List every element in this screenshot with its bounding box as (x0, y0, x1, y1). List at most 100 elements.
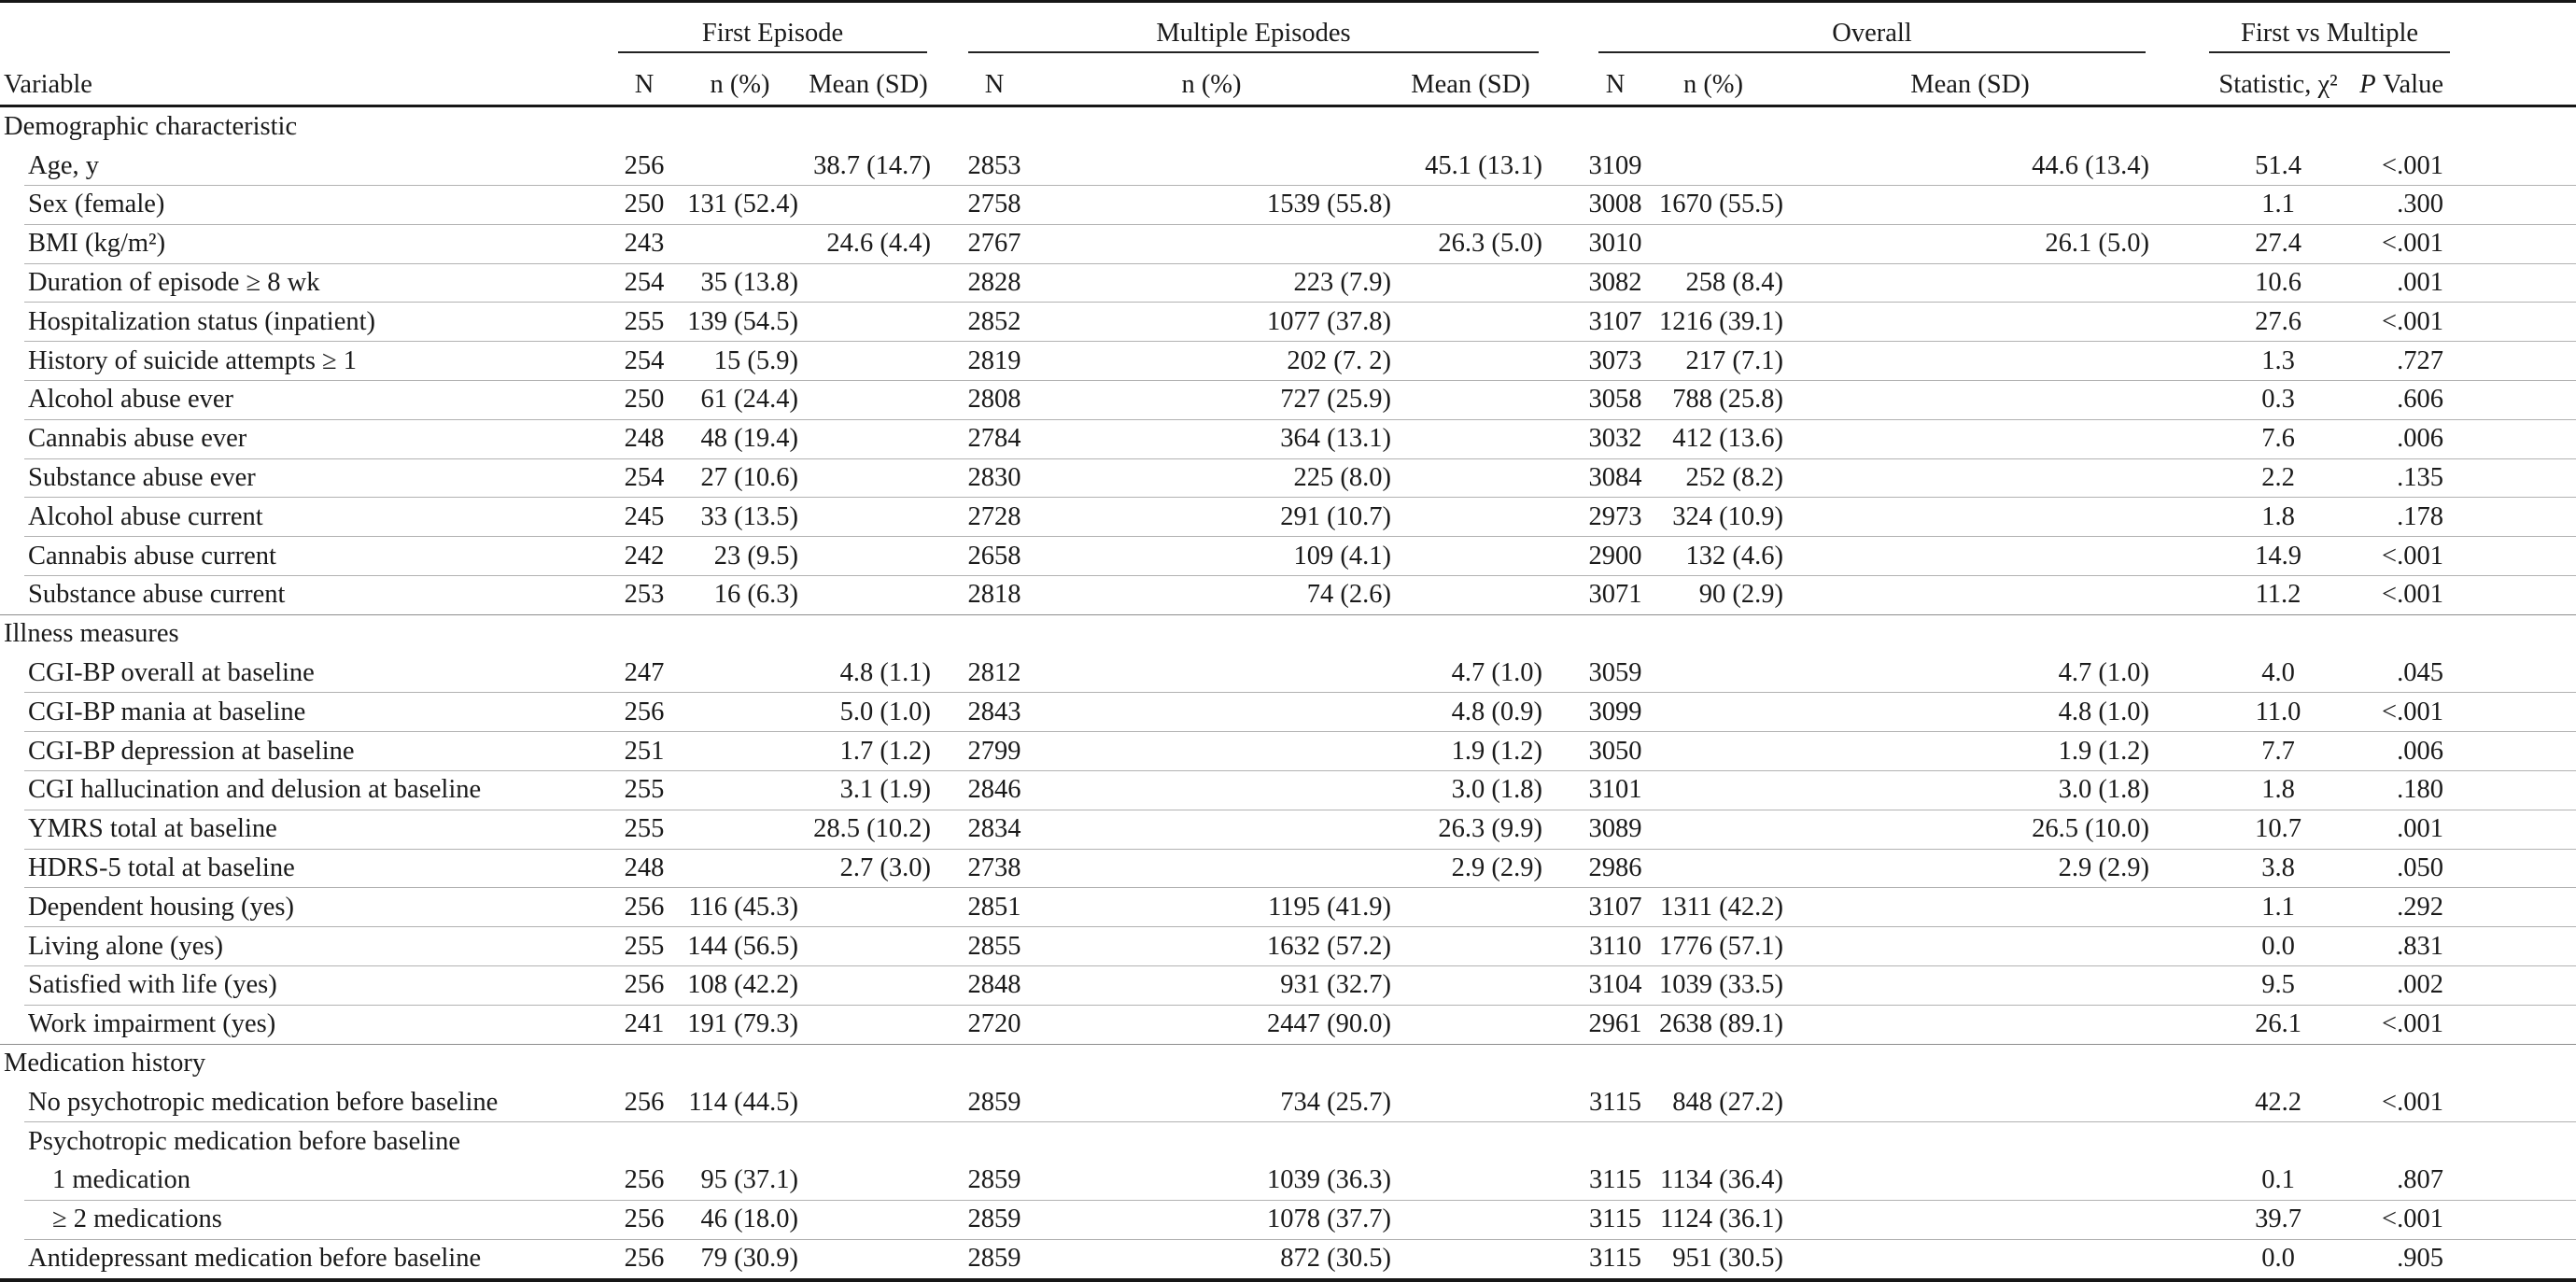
cell-overall-n-pct: 132 (4.6) (1685, 541, 1783, 571)
row-label: Cannabis abuse ever (28, 424, 247, 454)
p-value-label-rest: Value (2383, 70, 2443, 99)
cell-first-episode-n: 256 (624, 1244, 665, 1273)
cell-multiple-episodes-mean-sd: 4.8 (0.9) (1451, 697, 1542, 726)
cell-multiple-episodes-n: 2758 (967, 190, 1021, 219)
cell-p-value: <.001 (2382, 306, 2443, 336)
column-header-multiple-episodes-n: N (984, 70, 1005, 99)
cell-first-episode-n: 256 (624, 150, 665, 180)
cell-chi-square-statistic: 11.0 (2255, 697, 2302, 726)
cell-overall-mean-sd: 44.6 (13.4) (2032, 150, 2149, 180)
cell-first-episode-n: 251 (624, 736, 665, 766)
cell-chi-square-statistic: 11.2 (2255, 580, 2302, 610)
cell-multiple-episodes-n-pct: 872 (30.5) (1280, 1244, 1391, 1273)
cell-p-value: .135 (2397, 463, 2443, 493)
cell-multiple-episodes-n: 2784 (967, 424, 1021, 454)
cell-first-episode-n: 254 (624, 345, 665, 375)
cell-multiple-episodes-n: 2658 (967, 541, 1021, 571)
cell-overall-n: 3089 (1588, 814, 1642, 844)
cell-first-episode-n-pct: 27 (10.6) (700, 463, 798, 493)
cell-multiple-episodes-n: 2738 (967, 853, 1021, 883)
group-header-first-episode: First Episode (618, 19, 927, 53)
row-label: Alcohol abuse current (28, 501, 263, 531)
cell-overall-n-pct: 1670 (55.5) (1659, 190, 1783, 219)
cell-multiple-episodes-n: 2799 (967, 736, 1021, 766)
cell-overall-n: 3008 (1588, 190, 1642, 219)
cell-p-value: .905 (2397, 1244, 2443, 1273)
cell-multiple-episodes-n-pct: 364 (13.1) (1280, 424, 1391, 454)
cell-multiple-episodes-n-pct: 1039 (36.3) (1267, 1165, 1391, 1195)
cell-overall-n: 2900 (1588, 541, 1642, 571)
table-row: No psychotropic medication before baseli… (0, 1083, 2576, 1123)
cell-first-episode-mean-sd: 3.1 (1.9) (839, 775, 931, 805)
cell-multiple-episodes-n: 2851 (967, 892, 1021, 922)
cell-first-episode-n-pct: 191 (79.3) (687, 1009, 798, 1039)
cell-chi-square-statistic: 0.3 (2261, 385, 2295, 415)
cell-multiple-episodes-n: 2859 (967, 1087, 1021, 1117)
cell-overall-n: 3032 (1588, 424, 1642, 454)
cell-first-episode-n-pct: 35 (13.8) (700, 268, 798, 298)
row-label: BMI (kg/m²) (28, 229, 166, 259)
section-title: Demographic characteristic (4, 111, 298, 141)
cell-p-value: .001 (2397, 268, 2443, 298)
table-header: First Episode Multiple Episodes Overall … (0, 0, 2576, 107)
cell-p-value: .292 (2397, 892, 2443, 922)
cell-p-value: .300 (2397, 190, 2443, 219)
cell-p-value: .180 (2397, 775, 2443, 805)
cell-first-episode-n-pct: 139 (54.5) (687, 306, 798, 336)
cell-multiple-episodes-n-pct: 727 (25.9) (1280, 385, 1391, 415)
cell-overall-mean-sd: 4.8 (1.0) (2058, 697, 2149, 726)
cell-multiple-episodes-mean-sd: 26.3 (9.9) (1438, 814, 1542, 844)
cell-multiple-episodes-n-pct: 202 (7. 2) (1287, 345, 1391, 375)
column-header-statistic: Statistic, χ² (2218, 70, 2338, 99)
cell-overall-mean-sd: 3.0 (1.8) (2058, 775, 2149, 805)
cell-multiple-episodes-n: 2728 (967, 501, 1021, 531)
cell-overall-n-pct: 788 (25.8) (1672, 385, 1783, 415)
cell-p-value: <.001 (2382, 541, 2443, 571)
cell-overall-n-pct: 1134 (36.4) (1660, 1165, 1783, 1195)
cell-overall-n: 3099 (1588, 697, 1642, 726)
cell-chi-square-statistic: 26.1 (2255, 1009, 2302, 1039)
cell-first-episode-n: 255 (624, 814, 665, 844)
cell-p-value: .006 (2397, 424, 2443, 454)
cell-first-episode-n-pct: 114 (44.5) (688, 1087, 798, 1117)
column-header-p-value: P Value (2353, 70, 2576, 100)
cell-first-episode-n: 248 (624, 853, 665, 883)
cell-overall-n: 3107 (1588, 306, 1642, 336)
table-row: Substance abuse ever 254 27 (10.6) 2830 225 … (0, 458, 2576, 499)
table-row: Duration of episode ≥ 8 wk 254 35 (13.8) 28… (0, 263, 2576, 303)
cell-first-episode-n: 256 (624, 1087, 665, 1117)
row-label: Substance abuse ever (28, 463, 256, 493)
cell-multiple-episodes-n: 2846 (967, 775, 1021, 805)
cell-first-episode-mean-sd: 5.0 (1.0) (839, 697, 931, 726)
row-label: HDRS-5 total at baseline (28, 853, 295, 883)
cell-overall-n: 2973 (1588, 501, 1642, 531)
cell-multiple-episodes-n-pct: 2447 (90.0) (1267, 1009, 1391, 1039)
cell-multiple-episodes-n: 2819 (967, 345, 1021, 375)
table-row: 1 medication 256 95 (37.1) 2859 1039 (36.3) 3… (0, 1162, 2576, 1201)
cell-first-episode-n-pct: 16 (6.3) (713, 580, 798, 610)
cell-overall-n: 3107 (1588, 892, 1642, 922)
cell-multiple-episodes-n: 2818 (967, 580, 1021, 610)
cell-overall-n: 3010 (1588, 229, 1642, 259)
cell-overall-n: 3115 (1589, 1205, 1641, 1234)
cell-multiple-episodes-mean-sd: 3.0 (1.8) (1451, 775, 1542, 805)
cell-first-episode-n: 247 (624, 658, 665, 688)
cell-multiple-episodes-n: 2834 (967, 814, 1021, 844)
cell-chi-square-statistic: 39.7 (2255, 1205, 2302, 1234)
cell-first-episode-n: 250 (624, 190, 665, 219)
cell-multiple-episodes-n: 2859 (967, 1165, 1021, 1195)
cell-overall-n: 3050 (1588, 736, 1642, 766)
table-row: Dependent housing (yes) 256 116 (45.3) 2851… (0, 888, 2576, 928)
cell-overall-n-pct: 252 (8.2) (1685, 463, 1783, 493)
table-row: Cannabis abuse current 242 23 (9.5) 2658 109… (0, 537, 2576, 576)
row-label: Age, y (28, 150, 99, 180)
cell-p-value: .727 (2397, 345, 2443, 375)
row-label: Work impairment (yes) (28, 1009, 276, 1039)
table-row: Cannabis abuse ever 248 48 (19.4) 2784 364 (… (0, 419, 2576, 459)
row-label: CGI-BP overall at baseline (28, 658, 315, 688)
table-row: Age, y 256 38.7 (14.7) 2853 45.1 (13.1) 3109 4… (0, 147, 2576, 186)
cell-overall-n: 3115 (1589, 1087, 1641, 1117)
cell-p-value: <.001 (2382, 1087, 2443, 1117)
row-label: Duration of episode ≥ 8 wk (28, 268, 320, 298)
